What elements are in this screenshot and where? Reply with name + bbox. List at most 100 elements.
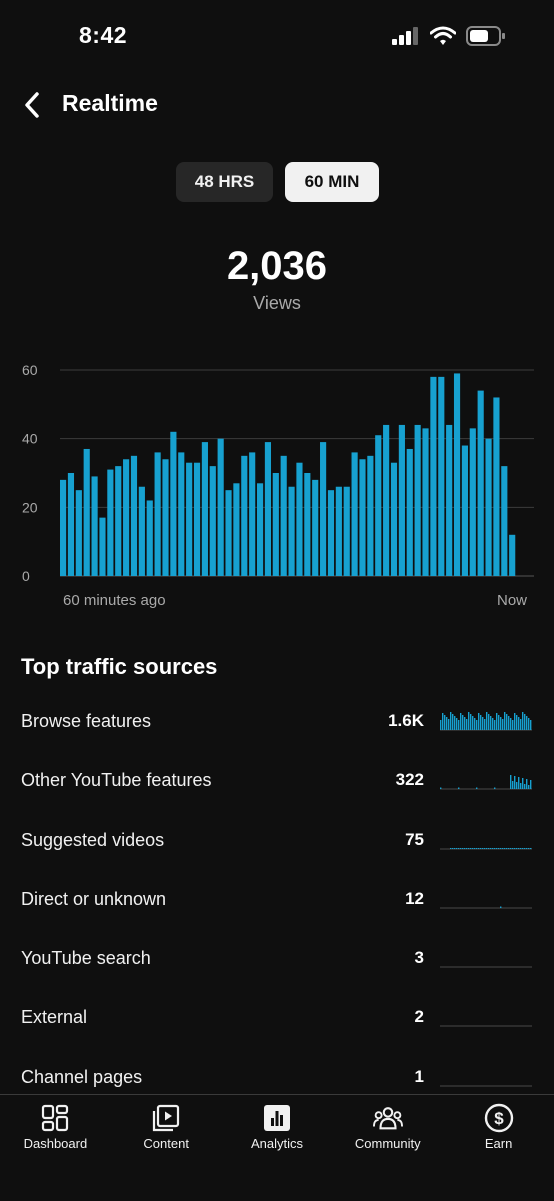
- chart-bar[interactable]: [91, 476, 98, 576]
- sparkline-bar: [458, 720, 460, 730]
- sparkline-bar: [500, 847, 502, 849]
- traffic-source-value: 1: [414, 1066, 424, 1086]
- chart-bar[interactable]: [115, 466, 122, 576]
- chart-bar[interactable]: [130, 455, 138, 576]
- sparkline-bar: [496, 713, 498, 730]
- sparkline-bar: [526, 716, 528, 730]
- chart-bar[interactable]: [453, 373, 461, 576]
- traffic-source-value: 75: [405, 829, 424, 849]
- chart-bar[interactable]: [256, 483, 264, 576]
- chart-bar[interactable]: [312, 479, 319, 576]
- chart-bar[interactable]: [99, 517, 106, 576]
- chart-bar[interactable]: [249, 452, 256, 576]
- range-48-hrs-button[interactable]: 48 HRS: [176, 162, 273, 202]
- traffic-row-other-youtube-features[interactable]: Other YouTube features 322: [0, 750, 554, 809]
- chart-bar[interactable]: [193, 462, 201, 576]
- traffic-row-direct-or-unknown[interactable]: Direct or unknown 12: [0, 869, 554, 928]
- chart-bar[interactable]: [123, 459, 130, 576]
- sparkline-bar: [492, 718, 494, 730]
- chart-bar[interactable]: [178, 452, 185, 576]
- chart-bar[interactable]: [477, 390, 484, 576]
- chart-bar[interactable]: [162, 459, 169, 576]
- chart-bar[interactable]: [493, 397, 500, 576]
- chart-bar[interactable]: [383, 424, 390, 576]
- bottom-nav: Dashboard Content Analytics: [0, 1094, 554, 1201]
- nav-earn[interactable]: $ Earn: [443, 1095, 554, 1201]
- chart-bar[interactable]: [233, 483, 240, 576]
- chart-bar[interactable]: [146, 500, 153, 576]
- chart-bar[interactable]: [67, 473, 75, 576]
- nav-content[interactable]: Content: [111, 1095, 222, 1201]
- chart-bar[interactable]: [154, 452, 161, 576]
- sparkline-bar: [466, 719, 468, 730]
- traffic-row-suggested-videos[interactable]: Suggested videos 75: [0, 810, 554, 869]
- chart-bar[interactable]: [327, 490, 335, 576]
- chart-bar[interactable]: [83, 448, 90, 576]
- traffic-row-youtube-search[interactable]: YouTube search 3: [0, 928, 554, 987]
- chart-bar[interactable]: [241, 455, 248, 576]
- chart-bar[interactable]: [422, 428, 429, 576]
- chart-bar[interactable]: [304, 473, 311, 576]
- chart-bar[interactable]: [430, 376, 437, 576]
- chart-bar[interactable]: [280, 455, 287, 576]
- chart-bar[interactable]: [288, 486, 295, 576]
- chart-bar[interactable]: [509, 534, 516, 576]
- range-60-min-button[interactable]: 60 MIN: [285, 162, 379, 202]
- chart-bar[interactable]: [414, 424, 421, 576]
- chart-x-start-label: 60 minutes ago: [63, 592, 166, 609]
- chart-bar[interactable]: [367, 455, 374, 576]
- chart-bar[interactable]: [446, 424, 453, 576]
- sparkline-bar: [440, 787, 442, 790]
- traffic-row-browse-features[interactable]: Browse features 1.6K: [0, 691, 554, 750]
- sparkline-bar: [442, 713, 444, 730]
- chart-bar[interactable]: [225, 490, 232, 576]
- chart-bar[interactable]: [501, 466, 508, 576]
- chart-bar[interactable]: [485, 438, 492, 576]
- back-button[interactable]: [14, 86, 50, 124]
- sparkline-bar: [520, 783, 522, 790]
- chart-bar[interactable]: [264, 442, 272, 576]
- sparkline-bar: [476, 847, 478, 849]
- traffic-source-value: 2: [414, 1007, 424, 1027]
- chart-bar[interactable]: [186, 462, 193, 576]
- chart-bar[interactable]: [335, 486, 342, 576]
- chart-bar[interactable]: [107, 469, 114, 576]
- cellular-signal-icon: [392, 27, 418, 45]
- sparkline-bar: [480, 715, 482, 730]
- chart-bar[interactable]: [138, 486, 145, 576]
- chart-bar[interactable]: [359, 459, 366, 576]
- chart-bar[interactable]: [75, 490, 82, 576]
- chart-bar[interactable]: [272, 473, 279, 576]
- chart-bar[interactable]: [320, 442, 327, 576]
- chart-bar[interactable]: [390, 462, 398, 576]
- traffic-row-channel-pages[interactable]: Channel pages 1: [0, 1047, 554, 1106]
- chart-bar[interactable]: [461, 445, 468, 576]
- chart-bar[interactable]: [375, 435, 382, 576]
- sparkline-bar: [510, 775, 512, 790]
- chart-bar[interactable]: [343, 486, 350, 576]
- chart-bar[interactable]: [60, 479, 67, 576]
- nav-analytics[interactable]: Analytics: [222, 1095, 333, 1201]
- chart-bar[interactable]: [201, 442, 208, 576]
- chart-bar[interactable]: [406, 448, 413, 576]
- chart-bar[interactable]: [398, 424, 405, 576]
- sparkline-bar: [472, 716, 474, 730]
- sparkline-bar: [478, 847, 480, 849]
- chart-bar[interactable]: [296, 462, 303, 576]
- traffic-row-external[interactable]: External 2: [0, 987, 554, 1046]
- sparkline-bar: [462, 715, 464, 730]
- chart-bar[interactable]: [351, 452, 358, 576]
- chart-bar[interactable]: [217, 438, 224, 576]
- status-bar: 8:42: [0, 0, 554, 76]
- nav-community[interactable]: Community: [332, 1095, 443, 1201]
- sparkline-bar: [526, 779, 528, 790]
- sparkline-bar: [528, 718, 530, 730]
- chart-bar[interactable]: [170, 431, 177, 576]
- chart-bar[interactable]: [209, 466, 216, 576]
- chart-bar[interactable]: [469, 428, 476, 576]
- chart-bar[interactable]: [438, 376, 445, 576]
- nav-dashboard[interactable]: Dashboard: [0, 1095, 111, 1201]
- sparkline-bar: [524, 714, 526, 730]
- chart-y-tick-label: 40: [22, 431, 38, 447]
- sparkline-bar: [500, 906, 502, 908]
